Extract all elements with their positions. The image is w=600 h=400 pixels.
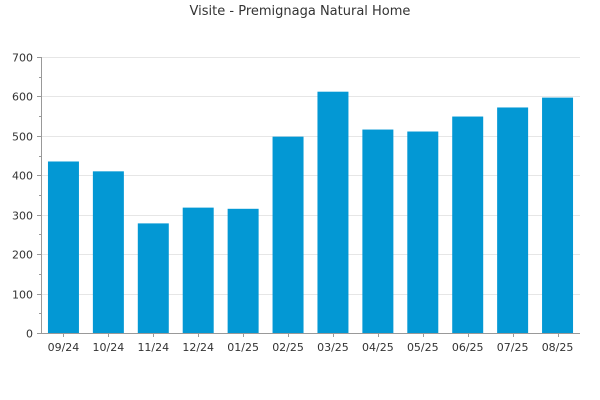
bar [497,107,529,333]
bar [47,161,79,333]
y-tick-label: 300 [12,210,33,223]
x-tick-label: 11/24 [137,341,169,354]
x-tick-label: 01/25 [227,341,259,354]
x-tick-label: 02/25 [272,341,304,354]
bar [227,208,259,333]
y-tick-label: 600 [12,91,33,104]
bar [452,116,484,333]
x-tick-label: 06/25 [452,341,484,354]
bar [317,91,349,333]
bar [272,136,304,333]
bar [362,129,394,333]
chart-title: Visite - Premignaga Natural Home [189,4,411,19]
x-tick-label: 12/24 [182,341,214,354]
axes [37,57,580,337]
tick-labels: 0 100 200 300 400 500 600 700 09/24 10/24 11/24 12/… [12,52,573,355]
bar [182,207,214,333]
y-tick-label: 700 [12,52,33,65]
bar [92,171,124,333]
x-tick-label: 04/25 [362,341,394,354]
bars [47,91,574,333]
x-tick-label: 08/25 [542,341,574,354]
x-tick-label: 03/25 [317,341,349,354]
x-tick-label: 09/24 [48,341,80,354]
y-tick-label: 200 [12,249,33,262]
x-tick-label: 05/25 [407,341,439,354]
bar [137,223,169,333]
y-tick-label: 100 [12,289,33,302]
y-tick-label: 500 [12,131,33,144]
bar [407,131,439,333]
grid-lines [41,57,580,295]
bar [542,97,574,333]
y-tick-label: 0 [26,328,33,341]
x-tick-label: 10/24 [93,341,125,354]
y-tick-label: 400 [12,170,33,183]
x-tick-label: 07/25 [497,341,529,354]
